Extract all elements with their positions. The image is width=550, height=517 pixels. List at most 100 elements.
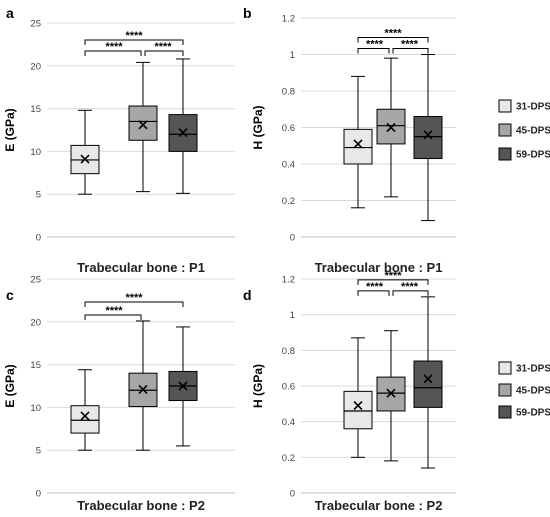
mean-marker bbox=[138, 120, 148, 130]
box-plot-31-dps bbox=[70, 109, 100, 195]
significance-label: **** bbox=[125, 30, 143, 42]
box-plot-31-dps bbox=[343, 75, 373, 209]
mean-marker bbox=[80, 411, 90, 421]
x-axis-label: Trabecular bone : P2 bbox=[77, 498, 205, 513]
mean-marker bbox=[423, 374, 433, 384]
legend-label: 31-DPS bbox=[516, 102, 550, 113]
significance-label: **** bbox=[154, 41, 172, 53]
box-plot-45-dps bbox=[376, 57, 406, 198]
box-plot-59-dps bbox=[413, 54, 443, 222]
legend-swatch bbox=[498, 147, 512, 161]
legend-swatch bbox=[498, 361, 512, 375]
significance-label: **** bbox=[384, 270, 402, 282]
x-axis-label: Trabecular bone : P1 bbox=[77, 260, 205, 275]
significance-label: **** bbox=[105, 41, 123, 53]
box-plot-45-dps bbox=[376, 330, 406, 462]
box-plot-45-dps bbox=[128, 320, 158, 451]
y-tick-label: 1.2 bbox=[282, 275, 295, 286]
mean-marker bbox=[423, 130, 433, 140]
panel-letter: d bbox=[243, 287, 252, 303]
y-tick-label: 0.4 bbox=[282, 160, 295, 171]
legend-label: 45-DPS bbox=[516, 126, 550, 137]
significance-label: **** bbox=[401, 39, 419, 51]
y-tick-label: 5 bbox=[36, 446, 41, 457]
box-plot-59-dps bbox=[168, 58, 198, 194]
y-tick-label: 0.8 bbox=[282, 346, 295, 357]
y-tick-label: 25 bbox=[30, 19, 41, 30]
y-axis-label: H (GPa) bbox=[251, 364, 265, 408]
y-tick-label: 0.2 bbox=[282, 453, 295, 464]
significance-bracket bbox=[84, 50, 142, 56]
y-axis-label: E (GPa) bbox=[3, 364, 17, 407]
y-axis-label: E (GPa) bbox=[3, 108, 17, 151]
box-iqr bbox=[128, 105, 158, 141]
significance-bracket bbox=[357, 290, 390, 296]
mean-marker bbox=[353, 139, 363, 149]
mean-marker bbox=[138, 384, 148, 394]
mean-marker bbox=[80, 154, 90, 164]
box-iqr bbox=[413, 116, 443, 160]
y-tick-label: 15 bbox=[30, 104, 41, 115]
box-plot-45-dps bbox=[128, 61, 158, 193]
legend-label: 45-DPS bbox=[516, 386, 550, 397]
y-tick-label: 20 bbox=[30, 317, 41, 328]
significance-bracket bbox=[392, 48, 429, 54]
y-tick-label: 0.4 bbox=[282, 417, 295, 428]
y-tick-label: 0.2 bbox=[282, 196, 295, 207]
mean-marker bbox=[178, 381, 188, 391]
x-axis-label: Trabecular bone : P2 bbox=[315, 498, 443, 513]
y-tick-label: 0 bbox=[36, 233, 41, 244]
significance-label: **** bbox=[384, 28, 402, 40]
y-tick-label: 5 bbox=[36, 190, 41, 201]
y-tick-label: 20 bbox=[30, 61, 41, 72]
significance-bracket bbox=[84, 314, 142, 320]
box-iqr bbox=[413, 360, 443, 408]
y-tick-label: 0.8 bbox=[282, 87, 295, 98]
box-plot-31-dps bbox=[70, 369, 100, 451]
significance-label: **** bbox=[401, 281, 419, 293]
mean-marker bbox=[353, 401, 363, 411]
y-tick-label: 0 bbox=[290, 489, 295, 500]
panel-letter: a bbox=[6, 5, 14, 21]
significance-label: **** bbox=[366, 39, 384, 51]
y-tick-label: 25 bbox=[30, 275, 41, 286]
box-plot-59-dps bbox=[413, 296, 443, 469]
y-tick-label: 0 bbox=[36, 489, 41, 500]
box-plot-31-dps bbox=[343, 337, 373, 458]
y-axis-label: H (GPa) bbox=[251, 105, 265, 149]
y-tick-label: 10 bbox=[30, 147, 41, 158]
significance-label: **** bbox=[125, 292, 143, 304]
y-tick-label: 0 bbox=[290, 233, 295, 244]
significance-bracket bbox=[84, 39, 184, 45]
legend-swatch bbox=[498, 99, 512, 113]
box-iqr bbox=[343, 128, 373, 165]
significance-bracket bbox=[392, 290, 429, 296]
y-tick-label: 15 bbox=[30, 360, 41, 371]
mean-marker bbox=[178, 128, 188, 138]
legend-label: 31-DPS bbox=[516, 364, 550, 375]
mean-marker bbox=[386, 122, 396, 133]
y-tick-label: 0.6 bbox=[282, 382, 295, 393]
significance-bracket bbox=[357, 37, 429, 43]
y-tick-label: 10 bbox=[30, 403, 41, 414]
box-iqr bbox=[70, 405, 100, 434]
panel-letter: c bbox=[6, 287, 14, 303]
significance-bracket bbox=[357, 279, 429, 285]
legend-swatch bbox=[498, 123, 512, 137]
significance-bracket bbox=[144, 50, 184, 56]
y-tick-label: 1.2 bbox=[282, 14, 295, 25]
significance-label: **** bbox=[105, 305, 123, 317]
legend-swatch bbox=[498, 383, 512, 397]
box-plot-59-dps bbox=[168, 326, 198, 447]
y-tick-label: 1 bbox=[290, 310, 295, 321]
mean-marker bbox=[386, 388, 396, 398]
legend-swatch bbox=[498, 405, 512, 419]
box-iqr bbox=[376, 376, 406, 412]
box-iqr bbox=[343, 390, 373, 430]
significance-bracket bbox=[84, 301, 184, 307]
x-axis-label: Trabecular bone : P1 bbox=[315, 260, 443, 275]
significance-bracket bbox=[357, 48, 390, 54]
legend-label: 59-DPS bbox=[516, 408, 550, 419]
significance-label: **** bbox=[366, 281, 384, 293]
